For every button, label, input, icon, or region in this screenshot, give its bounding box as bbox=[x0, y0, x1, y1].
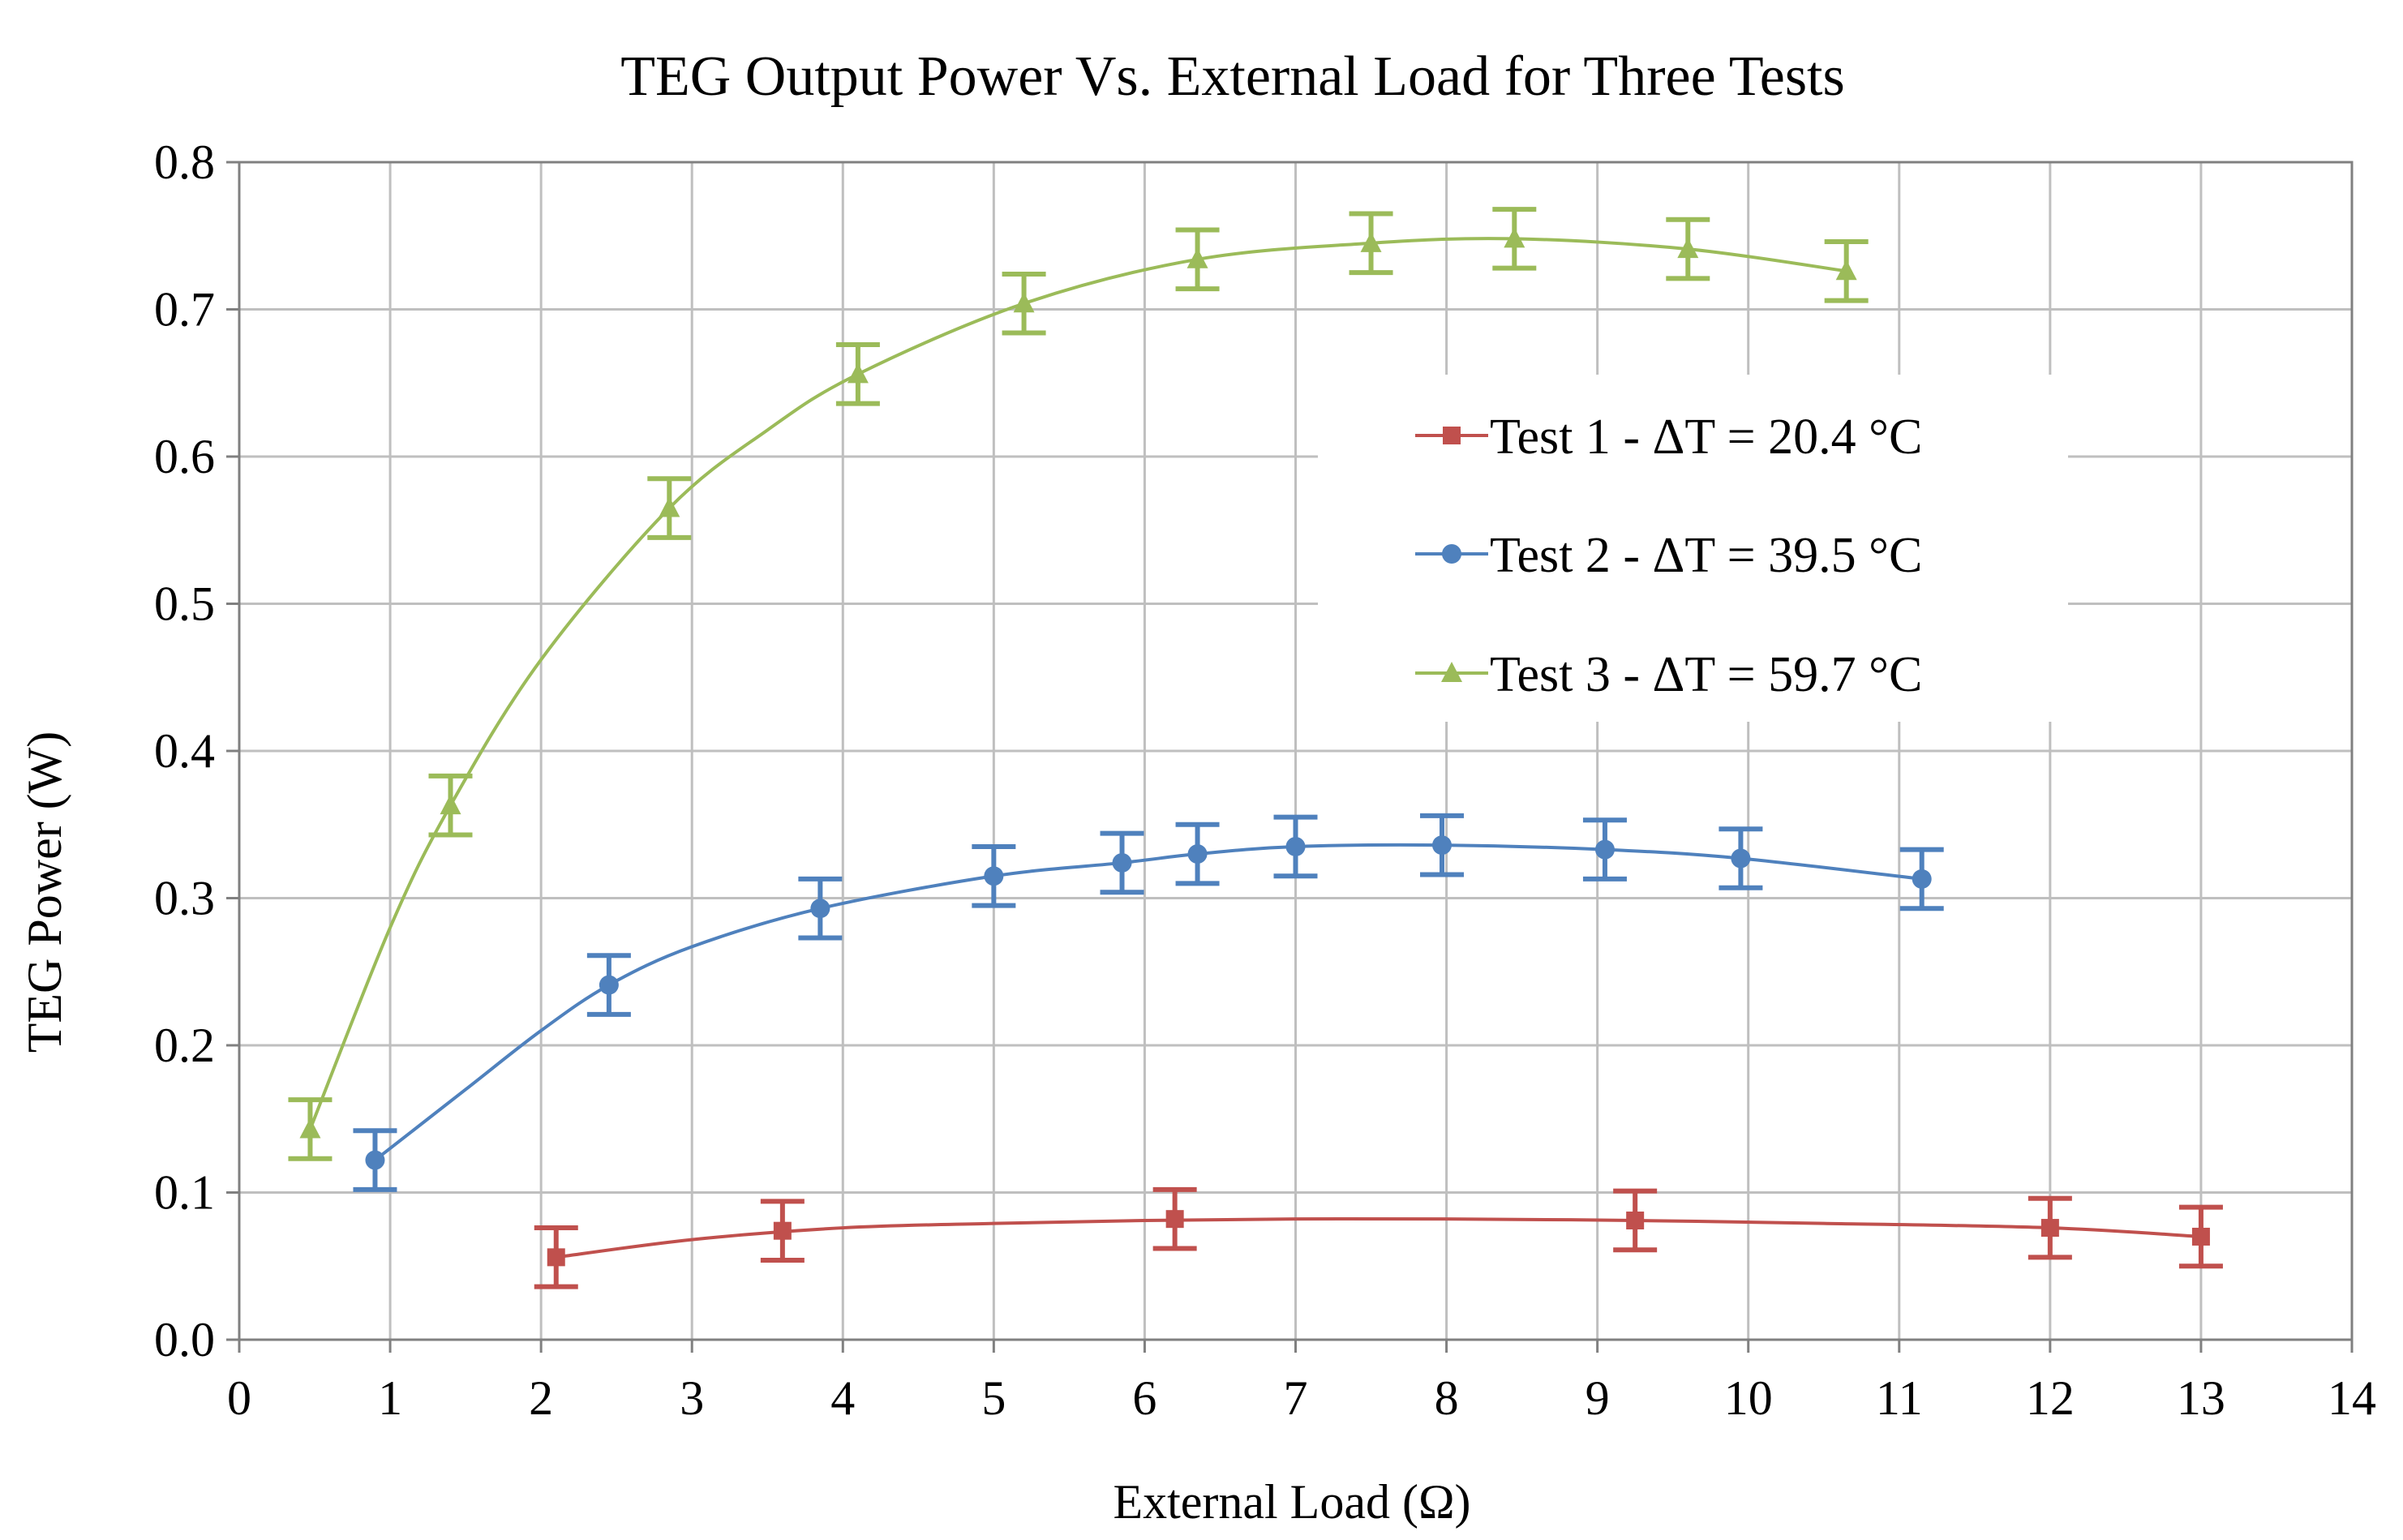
y-tick-label: 0.4 bbox=[154, 724, 215, 778]
x-axis-label: External Load (Ω) bbox=[1113, 1475, 1470, 1529]
data-point bbox=[1731, 848, 1751, 869]
legend-marker bbox=[1442, 544, 1461, 564]
y-tick-label: 0.6 bbox=[154, 430, 215, 483]
y-tick-label: 0.1 bbox=[154, 1166, 215, 1220]
data-point bbox=[1285, 836, 1306, 856]
data-point bbox=[2040, 1219, 2059, 1238]
data-point bbox=[847, 362, 869, 384]
data-point bbox=[1594, 839, 1615, 860]
y-tick-label: 0.2 bbox=[154, 1019, 215, 1072]
y-axis-label: TEG Power (W) bbox=[18, 731, 71, 1053]
x-tick-label: 7 bbox=[1284, 1371, 1308, 1425]
legend-label: Test 3 - ΔT = 59.7 °C bbox=[1490, 647, 1922, 702]
data-point bbox=[1504, 227, 1525, 248]
y-tick-label: 0.5 bbox=[154, 577, 215, 631]
data-point bbox=[1112, 852, 1132, 873]
axes: 0 1 2 3 4 5 6 7 8 9 10 11 12 13 140.00.10.20.30.40.50.… bbox=[154, 135, 2376, 1425]
x-tick-label: 12 bbox=[2026, 1371, 2075, 1425]
data-point bbox=[1677, 238, 1699, 259]
data-point bbox=[1165, 1210, 1184, 1229]
series-1 bbox=[534, 1186, 2223, 1289]
x-tick-label: 3 bbox=[680, 1371, 704, 1425]
data-point bbox=[659, 496, 680, 517]
legend-marker bbox=[1441, 662, 1462, 682]
x-tick-label: 4 bbox=[830, 1371, 855, 1425]
x-tick-label: 8 bbox=[1435, 1371, 1459, 1425]
data-point bbox=[547, 1248, 565, 1267]
legend-label: Test 1 - ΔT = 20.4 °C bbox=[1490, 410, 1922, 465]
y-tick-label: 0.8 bbox=[154, 135, 215, 189]
data-point bbox=[1360, 231, 1382, 252]
data-point bbox=[773, 1221, 792, 1240]
x-tick-label: 10 bbox=[1724, 1371, 1773, 1425]
data-point bbox=[1013, 292, 1035, 313]
x-tick-label: 13 bbox=[2177, 1371, 2225, 1425]
legend-item-2: Test 2 - ΔT = 39.5 °C bbox=[1415, 528, 1922, 583]
data-point bbox=[299, 1117, 321, 1139]
x-tick-label: 14 bbox=[2328, 1371, 2376, 1425]
y-tick-label: 0.7 bbox=[154, 283, 215, 337]
y-tick-label: 0.0 bbox=[154, 1313, 215, 1366]
x-tick-label: 2 bbox=[529, 1371, 553, 1425]
data-point bbox=[810, 899, 830, 919]
legend: Test 1 - ΔT = 20.4 °C Test 2 - ΔT = 39.5 … bbox=[1318, 375, 2068, 722]
series-3 bbox=[288, 207, 1869, 1161]
data-point bbox=[365, 1150, 385, 1170]
chart-title: TEG Output Power Vs. External Load for T… bbox=[620, 45, 1845, 108]
data-point bbox=[440, 794, 461, 815]
legend-label: Test 2 - ΔT = 39.5 °C bbox=[1490, 528, 1922, 583]
x-tick-label: 11 bbox=[1876, 1371, 1923, 1425]
data-point bbox=[599, 975, 619, 995]
x-tick-label: 5 bbox=[981, 1371, 1006, 1425]
legend-marker bbox=[1443, 427, 1461, 444]
data-point bbox=[984, 866, 1004, 886]
legend-item-3: Test 3 - ΔT = 59.7 °C bbox=[1415, 647, 1922, 702]
series-1-curve bbox=[556, 1216, 2202, 1259]
series-layer bbox=[288, 207, 2223, 1289]
plot-frame bbox=[238, 161, 2354, 1341]
data-point bbox=[1912, 869, 1932, 889]
data-point bbox=[1835, 260, 1857, 281]
legend-item-1: Test 1 - ΔT = 20.4 °C bbox=[1415, 410, 1922, 465]
x-tick-label: 0 bbox=[227, 1371, 251, 1425]
series-2 bbox=[353, 813, 1944, 1192]
data-point bbox=[1431, 835, 1452, 856]
data-point bbox=[1626, 1211, 1645, 1229]
x-tick-label: 9 bbox=[1586, 1371, 1610, 1425]
x-tick-label: 6 bbox=[1132, 1371, 1156, 1425]
data-point bbox=[1187, 844, 1208, 864]
data-point bbox=[1186, 247, 1208, 268]
x-tick-label: 1 bbox=[378, 1371, 402, 1425]
data-point bbox=[2191, 1227, 2210, 1246]
y-tick-label: 0.3 bbox=[154, 872, 215, 925]
